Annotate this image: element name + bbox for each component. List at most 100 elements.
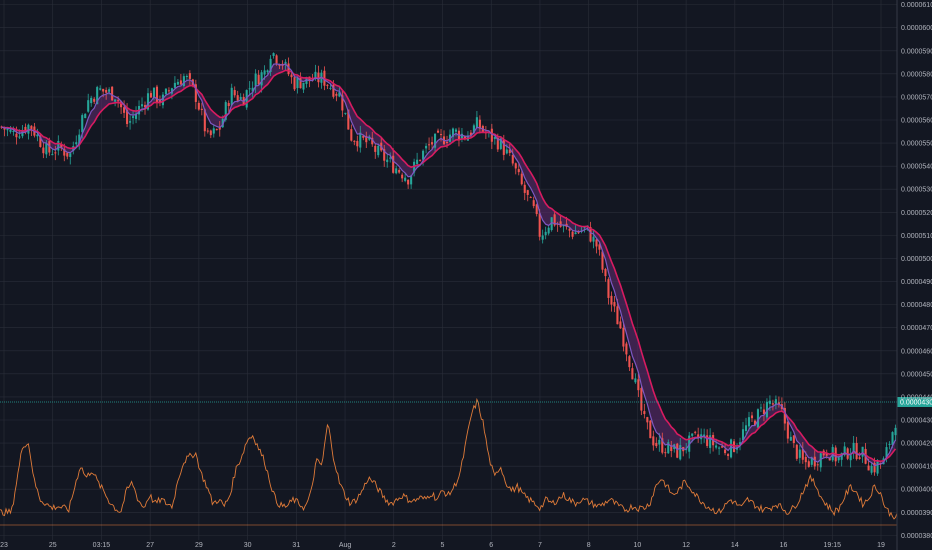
- candle-body: [646, 417, 649, 423]
- candle-body: [715, 445, 718, 448]
- candle-body: [344, 112, 347, 114]
- x-tick-label: 5: [441, 542, 445, 549]
- candle-body: [386, 159, 389, 163]
- candle-body: [215, 129, 218, 131]
- candle-body: [224, 102, 227, 120]
- candle-body: [230, 87, 233, 106]
- candle-body: [39, 136, 42, 147]
- candle-body: [592, 236, 595, 242]
- candle-body: [272, 53, 275, 56]
- candle-body: [179, 80, 182, 85]
- candle-body: [227, 103, 230, 107]
- candle-body: [619, 321, 622, 329]
- candle-body: [553, 214, 556, 226]
- candle-body: [858, 457, 861, 459]
- y-tick-label: 0.0000590: [901, 48, 932, 55]
- x-tick-label: 30: [244, 542, 252, 549]
- candle-body: [45, 143, 48, 155]
- candle-body: [245, 90, 248, 108]
- candle-body: [126, 109, 129, 124]
- candle-body: [146, 93, 150, 110]
- candle-body: [21, 130, 24, 137]
- y-tick-label: 0.0000560: [901, 118, 932, 125]
- candle-body: [341, 95, 344, 111]
- candle-body: [302, 82, 305, 90]
- candle-body: [789, 436, 792, 441]
- candle-body: [194, 84, 197, 102]
- y-tick-label: 0.0000460: [901, 348, 932, 355]
- x-tick-label: 27: [146, 542, 154, 549]
- candle-body: [511, 155, 514, 164]
- candle-body: [628, 356, 631, 368]
- candle-body: [547, 227, 550, 234]
- x-tick-label: 14: [731, 542, 739, 549]
- ma-fast-line: [1, 63, 897, 467]
- y-tick-label: 0.0000600: [901, 25, 932, 32]
- candle-body: [747, 417, 751, 427]
- candle-body: [798, 449, 801, 458]
- candle-body: [574, 232, 577, 235]
- candle-body: [517, 169, 520, 173]
- candle-body: [529, 197, 532, 199]
- candle-body: [93, 98, 96, 102]
- candle-body: [359, 132, 362, 148]
- candle-body: [140, 104, 144, 107]
- x-tick-label: 2: [392, 542, 396, 549]
- candle-body: [12, 130, 15, 133]
- x-tick-label: 31: [292, 542, 300, 549]
- candle-body: [353, 140, 356, 142]
- candle-body: [697, 434, 700, 438]
- candle-body: [66, 152, 69, 157]
- candle-body: [365, 136, 368, 143]
- x-axis: 23 25 03:15 27 29 30 31 Aug 2 5 6 7 8 10 12 14 16 19:15 19: [0, 542, 885, 549]
- candle-body: [436, 130, 440, 133]
- candle-body: [105, 89, 108, 93]
- candle-body: [637, 379, 640, 391]
- candle-body: [523, 184, 526, 193]
- price-label-box: [897, 397, 932, 407]
- candle-body: [598, 244, 601, 250]
- candle-body: [610, 295, 613, 305]
- candle-body: [158, 100, 162, 104]
- candle-body: [541, 235, 544, 240]
- candle-body: [691, 433, 694, 436]
- candle-body: [374, 145, 377, 152]
- candle-body: [431, 142, 434, 145]
- x-tick-label: 23: [0, 542, 8, 549]
- candle-body: [661, 438, 664, 453]
- candle-body: [317, 72, 320, 83]
- candle-body: [81, 115, 84, 133]
- candle-body: [197, 102, 200, 110]
- candle-body: [413, 161, 416, 173]
- candle-body: [676, 443, 679, 458]
- candle-body: [640, 387, 643, 411]
- candle-body: [807, 461, 810, 467]
- candle-body: [804, 456, 807, 463]
- candle-body: [538, 213, 541, 237]
- candle-body: [867, 465, 870, 471]
- moving-averages: [1, 63, 897, 467]
- candle-body: [604, 268, 607, 277]
- candle-body: [664, 452, 667, 454]
- y-tick-label: 0.0000450: [901, 371, 932, 378]
- candle-body: [422, 150, 425, 160]
- candle-body: [625, 343, 628, 355]
- y-tick-label: 0.0000410: [901, 464, 932, 471]
- y-tick-label: 0.0000400: [901, 487, 932, 494]
- y-tick-label: 0.0000480: [901, 302, 932, 309]
- candle-body: [185, 76, 188, 78]
- candle-body: [439, 134, 443, 136]
- candle-body: [750, 415, 754, 419]
- candle-body: [395, 168, 398, 174]
- x-tick-label: 10: [633, 542, 641, 549]
- candle-body: [182, 76, 185, 87]
- candle-body: [490, 128, 493, 142]
- candle-body: [460, 133, 464, 140]
- y-tick-label: 0.0000420: [901, 441, 932, 448]
- candle-body: [392, 155, 395, 173]
- x-tick-label: 19:15: [824, 542, 842, 549]
- candle-body: [239, 96, 242, 100]
- candle-body: [114, 99, 117, 102]
- candle-body: [278, 64, 281, 66]
- y-tick-label: 0.0000500: [901, 256, 932, 263]
